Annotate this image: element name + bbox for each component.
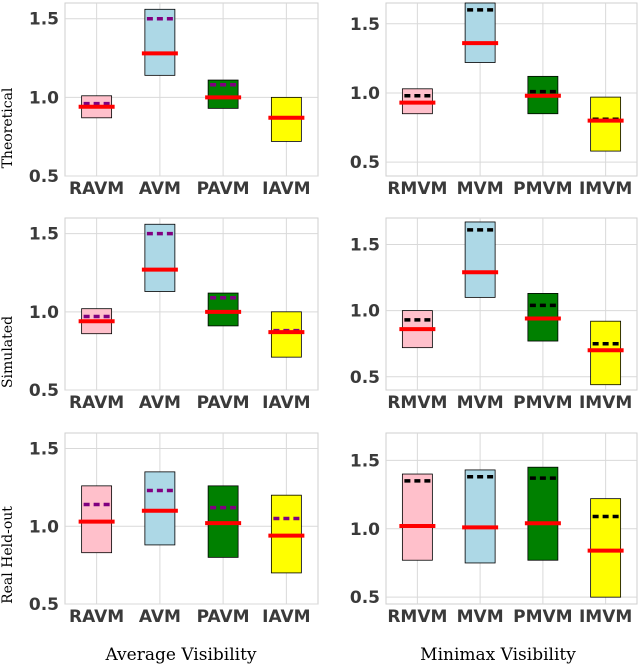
panel-theoretical-minimax-visibility-xtick-pmvm: PMVM (513, 179, 572, 199)
panel-theoretical-average-visibility: 0.5 1.0 1.5 RAVM AVM PAVM IAVM (29, 2, 319, 199)
panel-simulated-average-visibility: 0.5 1.0 1.5 RAVM AVM PAVM IAVM (29, 217, 319, 413)
panel-real-held-out-average-visibility: 0.5 1.0 1.5 RAVM AVM PAVM IAVM (29, 432, 319, 627)
panel-theoretical-average-visibility-ytick-1-5: 1.5 (29, 10, 59, 30)
panel-theoretical-minimax-visibility-xtick-rmvm: RMVM (387, 179, 447, 199)
panel-simulated-minimax-visibility-xtick-rmvm: RMVM (387, 393, 447, 413)
panel-theoretical-minimax-visibility-box-imvm (590, 96, 622, 152)
panel-simulated-average-visibility-xtick-pavm: PAVM (197, 393, 250, 413)
panel-real-held-out-average-visibility-xtick-ravm: RAVM (69, 607, 124, 627)
panel-theoretical-average-visibility-ytick-0-5: 0.5 (29, 167, 59, 187)
panel-real-held-out-average-visibility-box-ravm (81, 485, 113, 554)
panel-simulated-minimax-visibility-xtick-pmvm: PMVM (513, 393, 572, 413)
panel-simulated-minimax-visibility-ytick-0-5: 0.5 (350, 368, 380, 388)
panel-simulated-minimax-visibility-xtick-mvm: MVM (457, 393, 504, 413)
panel-real-held-out-minimax-visibility-ytick-1-5: 1.5 (350, 451, 380, 471)
panel-real-held-out-average-visibility-ytick-0-5: 0.5 (29, 595, 59, 615)
panel-theoretical-average-visibility-xtick-iavm: IAVM (262, 179, 310, 199)
panel-theoretical-minimax-visibility-ytick-1-0: 1.0 (350, 84, 380, 104)
panel-real-held-out-minimax-visibility-xtick-imvm: IMVM (579, 607, 632, 627)
panel-theoretical-minimax-visibility: 0.5 1.0 1.5 RMVM MVM PMVM IMVM (350, 2, 638, 199)
panel-real-held-out-minimax-visibility-ytick-1-0: 1.0 (350, 520, 380, 540)
panel-simulated-average-visibility-ytick-1-5: 1.5 (29, 225, 59, 245)
panel-theoretical-average-visibility-ytick-1-0: 1.0 (29, 88, 59, 108)
panel-real-held-out-minimax-visibility-ytick-0-5: 0.5 (350, 588, 380, 608)
panel-simulated-average-visibility-box-iavm (270, 311, 302, 358)
panel-simulated-minimax-visibility: 0.5 1.0 1.5 RMVM MVM PMVM IMVM (350, 217, 638, 413)
panel-real-held-out-minimax-visibility-xtick-pmvm: PMVM (513, 607, 572, 627)
panel-theoretical-minimax-visibility-ytick-0-5: 0.5 (350, 153, 380, 173)
panel-real-held-out-minimax-visibility-xtick-rmvm: RMVM (387, 607, 447, 627)
panel-real-held-out-minimax-visibility-box-imvm (590, 498, 622, 598)
panel-theoretical-minimax-visibility-ytick-1-5: 1.5 (350, 15, 380, 35)
panel-real-held-out-average-visibility-xtick-avm: AVM (139, 607, 181, 627)
panel-theoretical-minimax-visibility-box-mvm (464, 2, 496, 63)
panel-real-held-out-minimax-visibility-xtick-mvm: MVM (457, 607, 504, 627)
row-label-theoretical: Theoretical (0, 87, 16, 168)
panel-theoretical-average-visibility-xtick-pavm: PAVM (197, 179, 250, 199)
panel-real-held-out-average-visibility-box-avm (144, 471, 176, 546)
panel-real-held-out-minimax-visibility-box-mvm (464, 469, 496, 564)
panel-theoretical-average-visibility-xtick-avm: AVM (139, 179, 181, 199)
panel-simulated-average-visibility-xtick-iavm: IAVM (262, 393, 310, 413)
panel-real-held-out-minimax-visibility: 0.5 1.0 1.5 RMVM MVM PMVM IMVM (350, 432, 638, 627)
panel-simulated-minimax-visibility-xtick-imvm: IMVM (579, 393, 632, 413)
panel-theoretical-minimax-visibility-xtick-mvm: MVM (457, 179, 504, 199)
panel-simulated-average-visibility-xtick-ravm: RAVM (69, 393, 124, 413)
panel-theoretical-minimax-visibility-xtick-imvm: IMVM (579, 179, 632, 199)
panel-simulated-average-visibility-ytick-1-0: 1.0 (29, 303, 59, 323)
panel-theoretical-average-visibility-xtick-ravm: RAVM (69, 179, 124, 199)
panel-real-held-out-average-visibility-ytick-1-0: 1.0 (29, 517, 59, 537)
panel-simulated-average-visibility-frame (64, 217, 319, 391)
column-label-average-visibility: Average Visibility (104, 645, 256, 665)
panel-simulated-minimax-visibility-ytick-1-0: 1.0 (350, 302, 380, 322)
panel-simulated-minimax-visibility-ytick-1-5: 1.5 (350, 235, 380, 255)
row-label-real-held-out: Real Held-out (0, 506, 16, 604)
panel-simulated-average-visibility-xtick-avm: AVM (139, 393, 181, 413)
panel-real-held-out-minimax-visibility-box-rmvm (401, 473, 433, 561)
panel-simulated-minimax-visibility-box-imvm (590, 320, 622, 386)
panel-simulated-average-visibility-ytick-0-5: 0.5 (29, 381, 59, 401)
row-label-simulated: Simulated (0, 316, 16, 388)
panel-real-held-out-average-visibility-xtick-iavm: IAVM (262, 607, 310, 627)
panel-real-held-out-minimax-visibility-box-pmvm (527, 466, 559, 561)
panel-simulated-average-visibility-box-avm (144, 223, 176, 292)
panel-theoretical-average-visibility-frame (64, 2, 319, 177)
panel-real-held-out-average-visibility-ytick-1-5: 1.5 (29, 440, 59, 460)
panel-real-held-out-average-visibility-xtick-pavm: PAVM (197, 607, 250, 627)
column-label-minimax-visibility: Minimax Visibility (420, 645, 576, 665)
panel-simulated-minimax-visibility-box-mvm (464, 221, 496, 298)
panels: 0.5 1.0 1.5 RAVM AVM PAVM IAVM 0.5 1.0 1.5 RMVM MVM… (29, 2, 638, 627)
